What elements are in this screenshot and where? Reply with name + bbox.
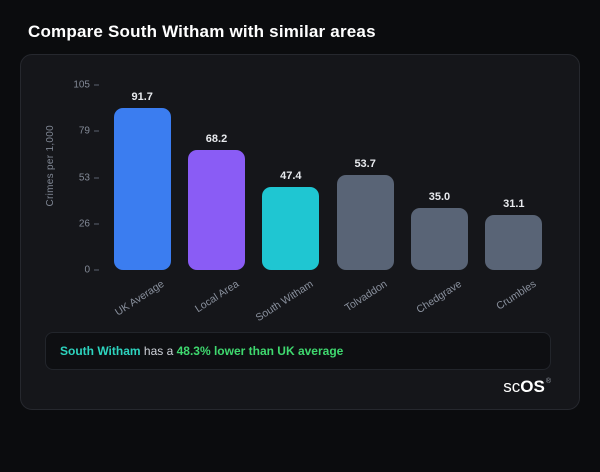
x-axis-labels: UK Average Local Area South Witham Tolvaddo… — [101, 270, 555, 326]
chart-card: Crimes per 1,000 105 79 53 26 0 91.7 68.2 47.4… — [20, 54, 580, 410]
y-axis-tick-label: 79 — [78, 125, 90, 137]
bar-value-label: 47.4 — [280, 169, 302, 182]
bar-group: 68.2 — [179, 85, 253, 270]
bar-value-label: 35.0 — [428, 191, 451, 204]
bar-value-label: 31.1 — [503, 198, 525, 211]
bar-value-label: 68.2 — [205, 132, 228, 145]
brand-logo: scOS® — [503, 378, 551, 395]
note-connector: has a — [140, 344, 177, 358]
bars: 91.7 68.2 47.4 53.7 35.0 31.1 — [101, 85, 555, 270]
y-axis-tick-mark — [94, 130, 99, 132]
bar[interactable] — [336, 175, 394, 270]
y-axis-tick: 79 — [79, 126, 99, 137]
x-axis-label: Crumbles — [494, 278, 539, 313]
bar[interactable] — [187, 149, 245, 270]
bar-group: 91.7 — [105, 85, 179, 270]
note-stat: 48.3% lower than UK average — [176, 344, 344, 358]
page-title: Compare South Witham with similar areas — [28, 22, 376, 41]
registered-mark: ® — [545, 378, 551, 385]
y-axis-tick: 53 — [79, 172, 99, 183]
x-axis-label-slot: South Witham — [254, 270, 328, 326]
bar-group: 35.0 — [402, 85, 476, 270]
note-area-name: South Witham — [60, 344, 141, 358]
y-axis-title: Crimes per 1,000 — [44, 125, 56, 207]
x-axis-label: UK Average — [113, 278, 167, 319]
x-axis-label: Chedgrave — [414, 278, 465, 317]
y-axis-tick: 0 — [84, 265, 99, 276]
bar[interactable] — [410, 208, 468, 270]
bar-chart: Crimes per 1,000 105 79 53 26 0 91.7 68.2 47.4… — [41, 80, 555, 326]
summary-note: South Witham has a 48.3% lower than UK a… — [45, 332, 551, 370]
y-axis-tick-mark — [94, 223, 99, 225]
y-axis-tick: 26 — [79, 218, 99, 229]
bar-value-label: 91.7 — [131, 91, 153, 104]
y-axis-tick-mark — [94, 177, 99, 178]
y-axis-tick-label: 0 — [84, 264, 90, 276]
x-axis-label-slot: Crumbles — [477, 270, 551, 326]
y-axis-tick-mark — [94, 269, 99, 271]
y-axis-ticks: 105 79 53 26 0 — [61, 80, 101, 276]
brand-logo-bold: OS — [520, 377, 545, 396]
bar-value-label: 53.7 — [354, 158, 376, 171]
brand-logo-light: sc — [503, 377, 521, 396]
bar-group: 53.7 — [328, 85, 402, 270]
bar-group: 47.4 — [254, 85, 328, 270]
x-axis-label-slot: Local Area — [179, 270, 253, 326]
y-axis-tick-label: 105 — [73, 79, 90, 91]
x-axis-label: Local Area — [192, 278, 242, 316]
bar[interactable] — [485, 215, 543, 270]
plot-column: 105 79 53 26 0 91.7 68.2 47.4 53.7 35.0 31.1 UK A… — [59, 80, 555, 326]
bar[interactable] — [262, 186, 320, 270]
y-axis-tick: 105 — [73, 80, 99, 91]
x-axis-label-slot: Tolvaddon — [328, 270, 402, 326]
plot-area: 105 79 53 26 0 91.7 68.2 47.4 53.7 35.0 31.1 — [73, 80, 555, 276]
y-axis-tick-label: 26 — [78, 218, 90, 230]
x-axis-label: Tolvaddon — [343, 278, 390, 315]
bar[interactable] — [113, 108, 171, 270]
bar-group: 31.1 — [477, 85, 551, 270]
x-axis-label-slot: UK Average — [105, 270, 179, 326]
x-axis-label-slot: Chedgrave — [402, 270, 476, 326]
y-axis-tick-mark — [94, 84, 99, 86]
y-axis-tick-label: 53 — [78, 172, 90, 183]
logo-row: scOS® — [41, 370, 555, 399]
y-axis-title-column: Crimes per 1,000 — [41, 85, 59, 326]
x-axis-label: South Witham — [253, 278, 316, 324]
